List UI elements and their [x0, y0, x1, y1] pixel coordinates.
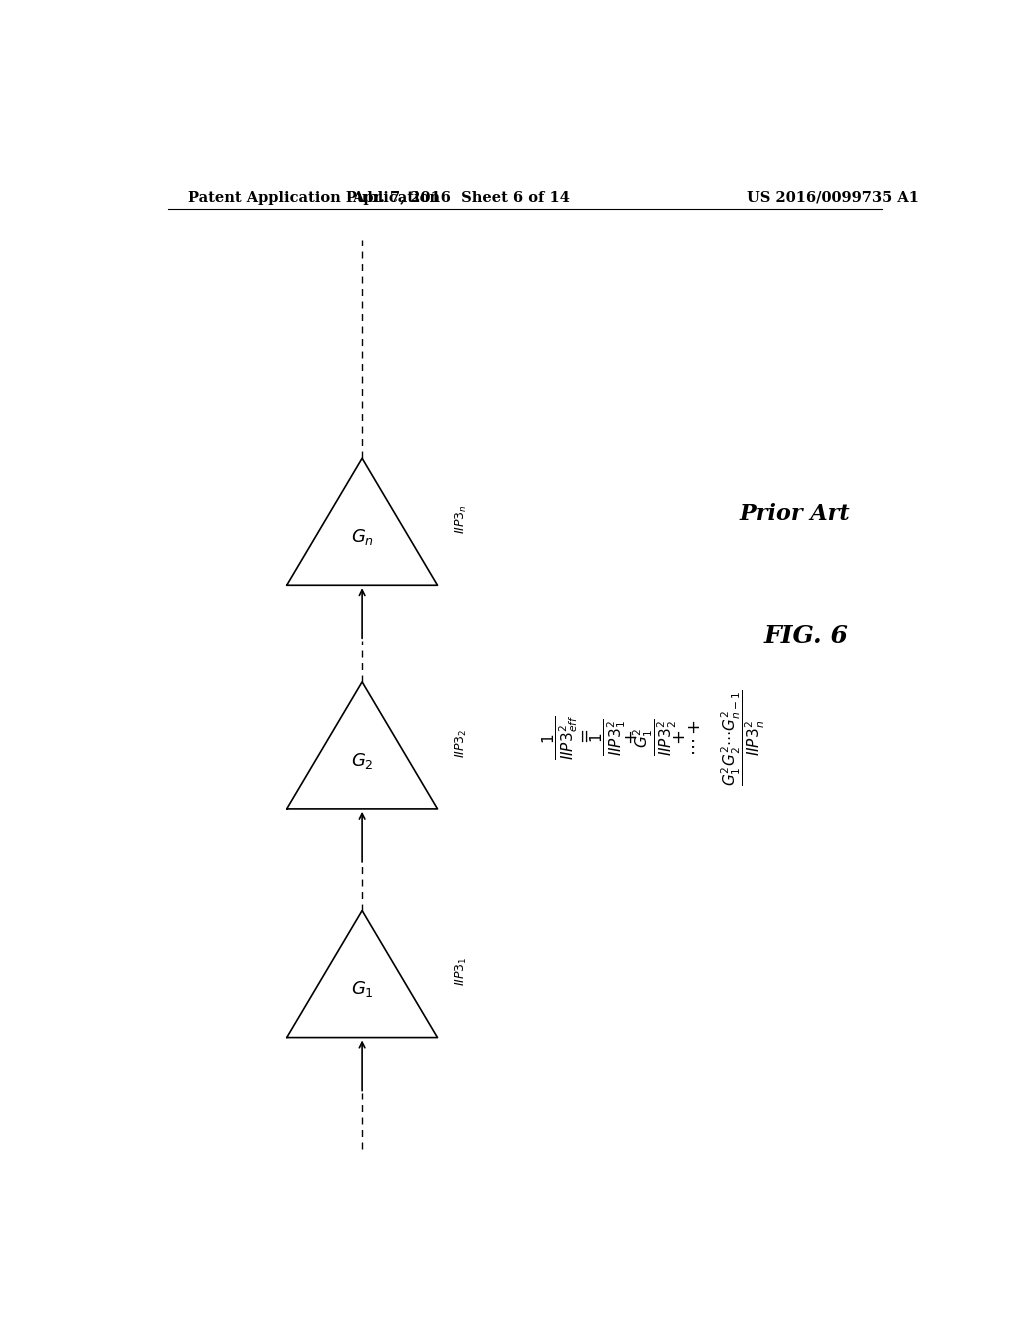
- Text: $G_2$: $G_2$: [351, 751, 374, 771]
- Text: $\dfrac{G_{1}^{2}G_{2}^{2}\cdots G_{n-1}^{2}}{IIP3_{n}^{2}}$: $\dfrac{G_{1}^{2}G_{2}^{2}\cdots G_{n-1}…: [720, 689, 767, 785]
- Text: US 2016/0099735 A1: US 2016/0099735 A1: [748, 191, 919, 205]
- Text: $+$: $+$: [671, 730, 688, 746]
- Text: $IIP3_n$: $IIP3_n$: [454, 504, 469, 535]
- Text: $\dfrac{G_{1}^{2}}{IIP3_{2}^{2}}$: $\dfrac{G_{1}^{2}}{IIP3_{2}^{2}}$: [632, 719, 679, 756]
- Text: $=$: $=$: [575, 729, 593, 747]
- Text: $\cdots +$: $\cdots +$: [686, 719, 705, 756]
- Text: Apr. 7, 2016  Sheet 6 of 14: Apr. 7, 2016 Sheet 6 of 14: [352, 191, 570, 205]
- Text: $\dfrac{1}{IIP3_{1}^{2}}$: $\dfrac{1}{IIP3_{1}^{2}}$: [588, 719, 628, 756]
- Text: $IIP3_2$: $IIP3_2$: [454, 729, 469, 758]
- Text: FIG. 6: FIG. 6: [764, 624, 849, 648]
- Text: $G_1$: $G_1$: [350, 979, 374, 999]
- Text: Patent Application Publication: Patent Application Publication: [187, 191, 439, 205]
- Text: Prior Art: Prior Art: [739, 503, 850, 525]
- Text: $\dfrac{1}{IIP3_{eff}^{2}}$: $\dfrac{1}{IIP3_{eff}^{2}}$: [541, 715, 581, 760]
- Text: $+$: $+$: [623, 730, 641, 746]
- Text: $G_n$: $G_n$: [350, 527, 374, 546]
- Text: $IIP3_1$: $IIP3_1$: [454, 957, 469, 986]
